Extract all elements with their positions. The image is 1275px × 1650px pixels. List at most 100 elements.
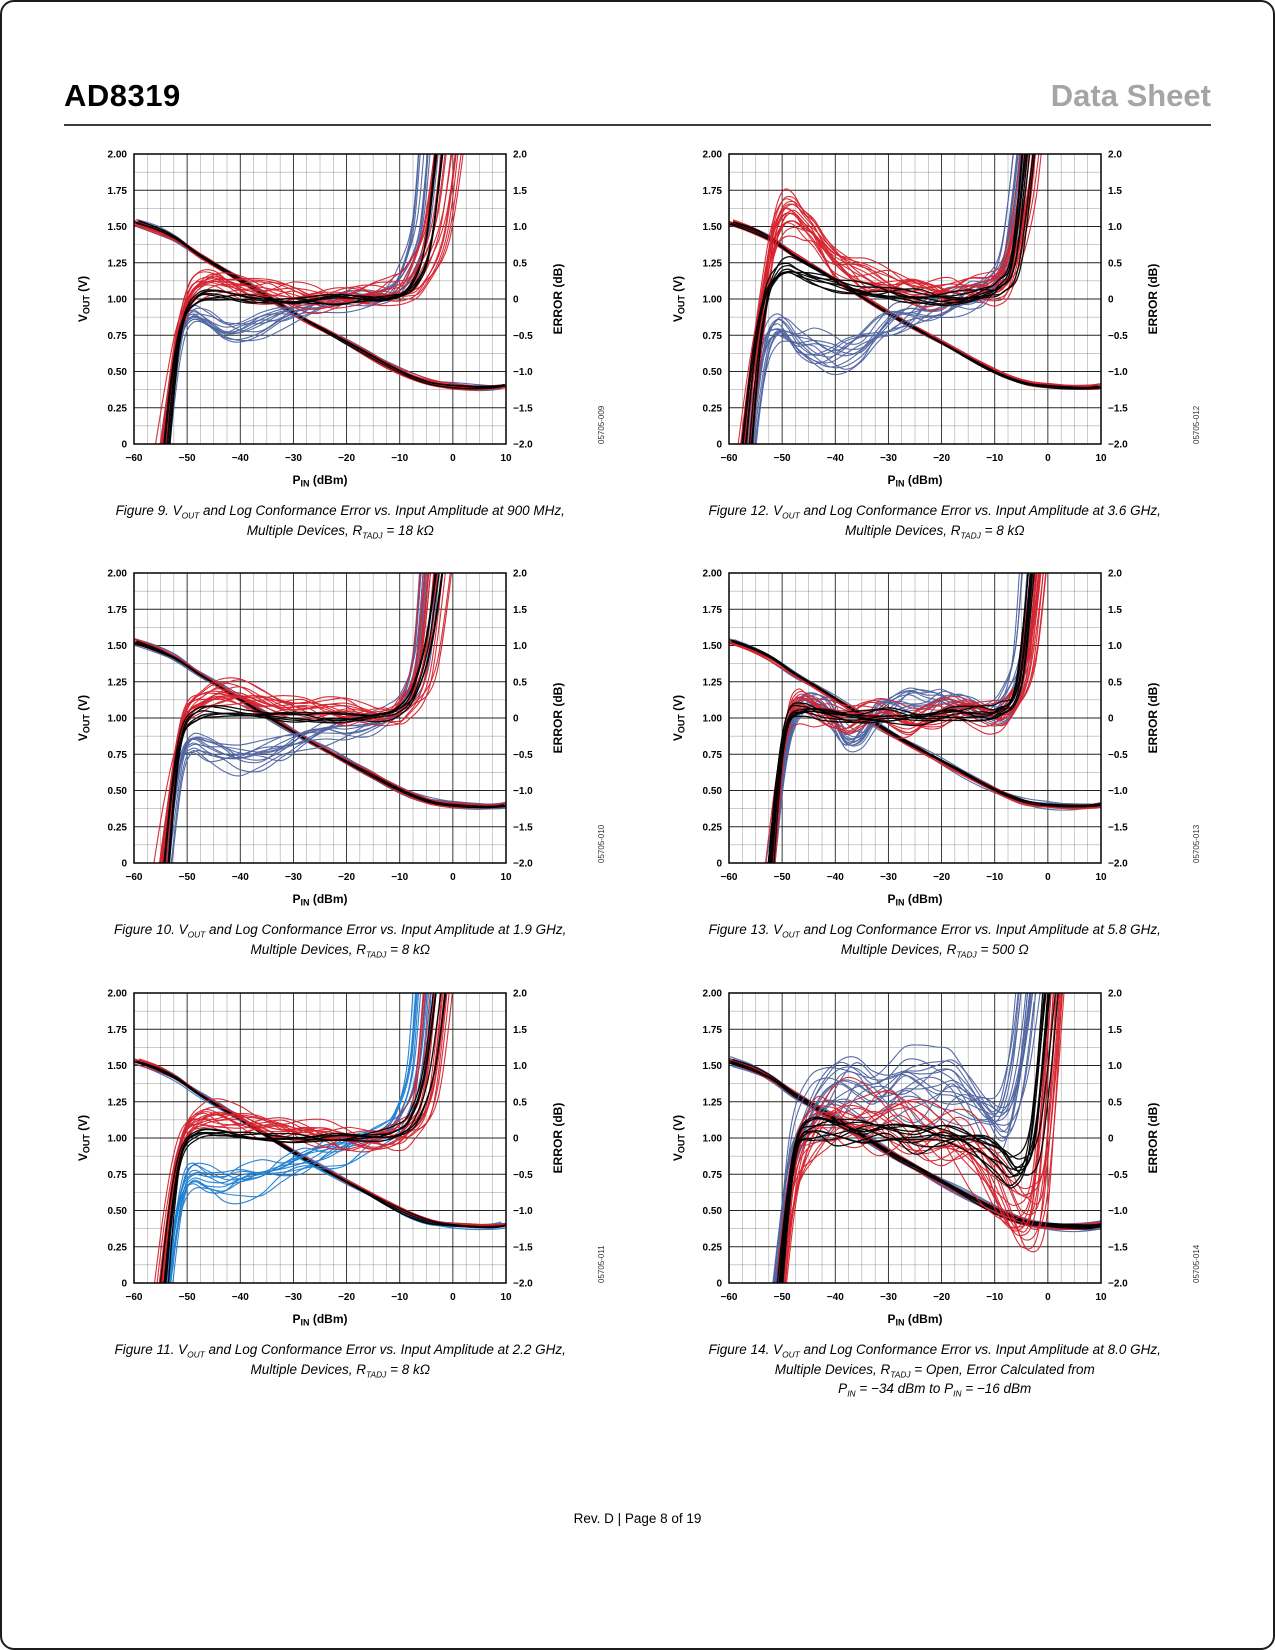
right-tick-label: −1.5 xyxy=(513,403,533,414)
right-axis-label: ERROR (dB) xyxy=(1146,683,1160,754)
left-tick-label: 0.50 xyxy=(108,1206,128,1217)
left-tick-label: 0.25 xyxy=(702,1242,722,1253)
left-tick-label: 0 xyxy=(122,440,128,451)
tick-labels: 2.001.751.501.251.000.750.500.2502.01.51… xyxy=(108,150,534,465)
plot-frame xyxy=(728,992,1102,1284)
figure-14-plot-svg: 2.001.751.501.251.000.750.500.2502.01.51… xyxy=(671,988,1201,1328)
vout-traces xyxy=(730,640,1101,808)
figure-10: 2.00 1.75 1.50 1.25 1.00 0.75 0.50 0.25 0 2.0 1.5 1… xyxy=(70,563,610,960)
figure-9-plot-svg: 2.001.751.501.251.000.750.500.2502.01.51… xyxy=(76,150,606,489)
left-tick-label: 0.75 xyxy=(108,750,128,761)
right-tick-label: 0.5 xyxy=(1108,678,1122,689)
error-traces xyxy=(163,992,433,1283)
right-tick-label: 1.0 xyxy=(513,1061,527,1072)
figure-10-caption: Figure 10. VOUT and Log Conformance Erro… xyxy=(114,922,567,960)
right-tick-label: 1.5 xyxy=(1108,186,1122,197)
x-tick-label: −40 xyxy=(827,453,844,464)
right-tick-label: −1.0 xyxy=(513,1206,533,1217)
x-tick-label: −20 xyxy=(933,1292,950,1303)
x-tick-label: −50 xyxy=(773,453,790,464)
left-tick-label: 1.25 xyxy=(108,1097,128,1108)
right-tick-label: 0 xyxy=(513,295,519,306)
x-axis-label: PIN (dBm) xyxy=(887,473,942,489)
x-tick-label: −10 xyxy=(391,453,408,464)
left-tick-label: 0.25 xyxy=(702,403,722,414)
left-tick-label: 1.50 xyxy=(702,1061,722,1072)
left-tick-label: 1.50 xyxy=(108,641,128,652)
right-tick-label: −0.5 xyxy=(1108,750,1128,761)
left-tick-label: 1.00 xyxy=(108,1133,128,1144)
left-tick-label: 0 xyxy=(122,859,128,870)
tick-labels: 2.001.751.501.251.000.750.500.2502.01.51… xyxy=(702,150,1128,465)
left-tick-label: 1.25 xyxy=(702,258,722,269)
header-rule xyxy=(64,124,1211,126)
x-tick-label: −10 xyxy=(391,1292,408,1303)
error-traces xyxy=(767,573,1035,864)
error-traces xyxy=(160,992,447,1283)
left-tick-label: 1.25 xyxy=(702,1097,722,1108)
traces xyxy=(134,573,507,864)
left-tick-label: 1.50 xyxy=(702,222,722,233)
figure-code: 05705-012 xyxy=(1192,405,1201,444)
error-traces xyxy=(159,154,439,444)
right-tick-label: −1.0 xyxy=(513,786,533,797)
left-tick-label: 1.75 xyxy=(108,605,128,616)
x-tick-label: 0 xyxy=(450,872,456,883)
x-tick-label: 10 xyxy=(501,1292,513,1303)
right-tick-label: 1.0 xyxy=(513,222,527,233)
x-tick-label: −30 xyxy=(880,1292,897,1303)
figure-11: 2.00 1.75 1.50 1.25 1.00 0.75 0.50 0.25 0 2.0 1.5 1… xyxy=(70,983,610,1400)
right-tick-label: −0.5 xyxy=(1108,1170,1128,1181)
tick-labels: 2.001.751.501.251.000.750.500.2502.01.51… xyxy=(702,988,1128,1303)
plot-frame xyxy=(133,572,507,865)
x-tick-label: 10 xyxy=(501,453,513,464)
x-axis-label: PIN (dBm) xyxy=(887,1312,942,1328)
right-tick-label: 2.0 xyxy=(1108,150,1122,161)
x-tick-label: −30 xyxy=(285,872,302,883)
page-footer: Rev. D | Page 8 of 19 xyxy=(573,1511,702,1526)
left-axis-label: VOUT (V) xyxy=(76,695,92,741)
x-tick-label: −20 xyxy=(933,453,950,464)
right-tick-label: −2.0 xyxy=(513,440,533,451)
x-tick-label: −60 xyxy=(126,1292,143,1303)
left-tick-label: 1.00 xyxy=(702,714,722,725)
error-traces xyxy=(161,573,440,864)
x-tick-label: 0 xyxy=(1045,453,1051,464)
left-tick-label: 2.00 xyxy=(108,569,128,580)
x-tick-label: −50 xyxy=(179,872,196,883)
charts-grid: 2.00 1.75 1.50 1.25 1.00 0.75 0.50 0.25 0 2.0 1.5 1… xyxy=(2,136,1273,1400)
left-tick-label: 0.50 xyxy=(702,786,722,797)
x-tick-label: −10 xyxy=(986,453,1003,464)
traces xyxy=(134,992,507,1283)
right-tick-label: −1.0 xyxy=(1108,367,1128,378)
error-traces xyxy=(776,992,1059,1283)
left-tick-label: 2.00 xyxy=(108,150,128,161)
left-tick-label: 0.25 xyxy=(108,403,128,414)
right-tick-label: 2.0 xyxy=(513,150,527,161)
x-tick-label: −40 xyxy=(827,872,844,883)
left-axis-label: VOUT (V) xyxy=(671,276,687,322)
figure-code: 05705-011 xyxy=(597,1245,606,1283)
figure-code: 05705-010 xyxy=(597,825,606,864)
x-tick-label: 0 xyxy=(450,1292,456,1303)
right-tick-label: −1.0 xyxy=(1108,786,1128,797)
left-tick-label: 0.50 xyxy=(108,367,128,378)
right-tick-label: 2.0 xyxy=(513,988,527,999)
left-tick-label: 0 xyxy=(716,440,722,451)
figure-9: 2.00 1.75 1.50 1.25 1.00 0.75 0.50 0.25 0 2.0 1.5 1… xyxy=(70,144,610,541)
right-tick-label: 0.5 xyxy=(1108,1097,1122,1108)
right-tick-label: −1.0 xyxy=(513,367,533,378)
figure-code: 05705-009 xyxy=(597,405,606,444)
figure-11-plot: 2.00 1.75 1.50 1.25 1.00 0.75 0.50 0.25 0 2.0 1.5 1… xyxy=(70,983,610,1339)
tick-labels: 2.001.751.501.251.000.750.500.2502.01.51… xyxy=(108,988,534,1303)
error-traces xyxy=(776,992,1065,1283)
right-tick-label: 1.5 xyxy=(513,605,527,616)
right-tick-label: −0.5 xyxy=(1108,331,1128,342)
right-axis-label: ERROR (dB) xyxy=(551,1103,565,1174)
x-tick-label: −40 xyxy=(232,872,249,883)
left-tick-label: 1.00 xyxy=(108,295,128,306)
left-tick-label: 1.50 xyxy=(108,1061,128,1072)
traces xyxy=(728,992,1101,1283)
x-tick-label: −20 xyxy=(933,872,950,883)
